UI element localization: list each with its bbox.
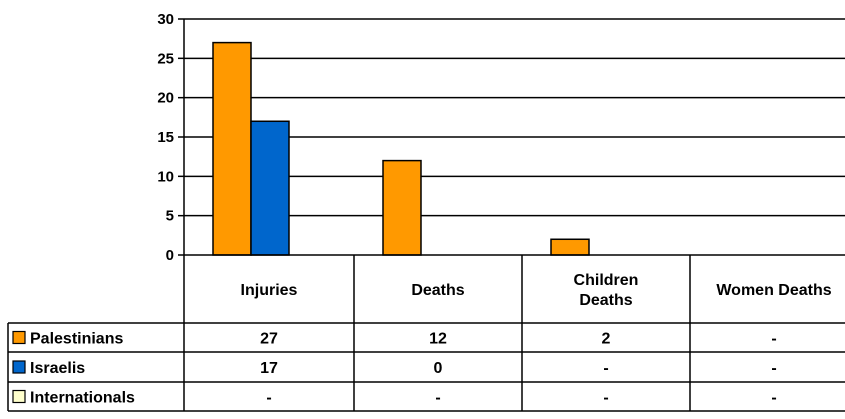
bar-palestinians-2 [550, 238, 590, 256]
legend-label-internationals: Internationals [30, 390, 135, 407]
y-tick-label: 5 [166, 208, 174, 225]
y-tick-label: 30 [157, 11, 174, 28]
table-cell: 12 [429, 331, 447, 348]
bars [212, 41, 590, 256]
table-cell: - [771, 331, 776, 348]
y-tick-label: 20 [157, 90, 174, 107]
table-cell: - [435, 390, 440, 407]
table-cell: 27 [260, 331, 278, 348]
table-cell: 0 [434, 360, 443, 377]
table-cell: 17 [260, 360, 278, 377]
y-axis: 0 5 10 15 20 25 30 [157, 11, 185, 264]
legend-swatch-internationals [12, 389, 26, 404]
category-label: Children [574, 272, 639, 289]
category-label: Deaths [579, 292, 632, 309]
data-table [7, 254, 845, 412]
legend-label-palestinians: Palestinians [30, 331, 123, 348]
bar-israelis-0 [250, 120, 290, 256]
legend-label-israelis: Israelis [30, 360, 85, 377]
legend-swatch-palestinians [12, 330, 26, 345]
bar-palestinians-1 [382, 159, 422, 256]
table-cell: - [603, 390, 608, 407]
category-label: Women Deaths [716, 282, 831, 299]
gridlines [184, 18, 845, 217]
legend-swatch-israelis [12, 360, 26, 374]
y-tick-label: 10 [157, 168, 174, 185]
y-tick-label: 25 [157, 50, 174, 67]
category-label: Deaths [411, 282, 464, 299]
table-cell: - [771, 360, 776, 377]
category-label: Injuries [241, 282, 298, 299]
table-cell: - [603, 360, 608, 377]
table-cell: - [266, 390, 271, 407]
bar-palestinians-0 [212, 41, 252, 256]
y-tick-label: 15 [157, 129, 174, 146]
table-cell: 2 [602, 331, 611, 348]
y-tick-label: 0 [166, 247, 174, 264]
table-cell: - [771, 390, 776, 407]
category-labels: Injuries Deaths Children Deaths Women Deaths [241, 272, 832, 309]
table-rows: Palestinians 27 12 2 - Israelis 17 0 - - Internati… [12, 330, 777, 407]
